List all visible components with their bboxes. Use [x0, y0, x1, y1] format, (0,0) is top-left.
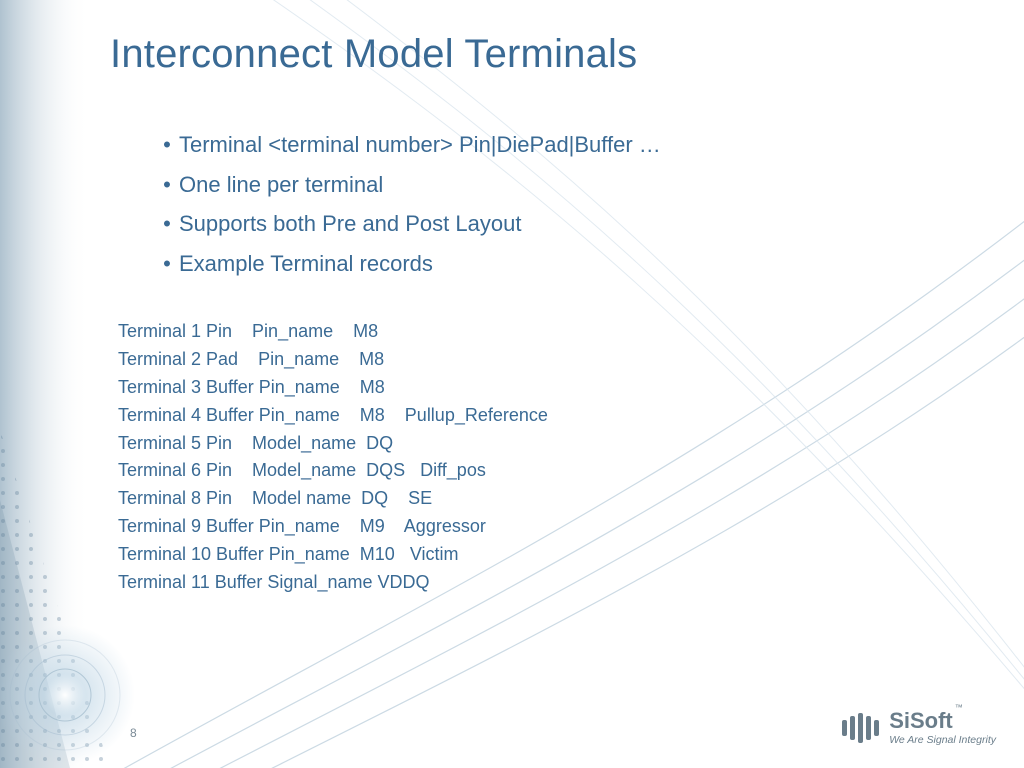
bullet-text: Example Terminal records — [179, 249, 433, 279]
bullet-marker: • — [155, 213, 179, 235]
sisoft-logo: SiSoft™ We Are Signal Integrity — [842, 710, 996, 746]
logo-bars-icon — [842, 713, 879, 743]
bullet-marker: • — [155, 174, 179, 196]
bullet-text: Terminal <terminal number> Pin|DiePad|Bu… — [179, 130, 661, 160]
bullet-item: • Example Terminal records — [155, 249, 964, 279]
bullet-text: One line per terminal — [179, 170, 383, 200]
bullet-item: • Terminal <terminal number> Pin|DiePad|… — [155, 130, 964, 160]
logo-brand-text: SiSoft — [889, 708, 953, 733]
page-number: 8 — [130, 726, 137, 740]
logo-brand: SiSoft™ — [889, 710, 996, 732]
logo-tm: ™ — [955, 703, 963, 712]
bullet-text: Supports both Pre and Post Layout — [179, 209, 521, 239]
bullet-marker: • — [155, 253, 179, 275]
bullet-item: • One line per terminal — [155, 170, 964, 200]
bullet-list: • Terminal <terminal number> Pin|DiePad|… — [155, 130, 964, 289]
logo-tagline: We Are Signal Integrity — [889, 734, 996, 746]
slide-title: Interconnect Model Terminals — [110, 32, 637, 77]
terminal-records: Terminal 1 Pin Pin_name M8 Terminal 2 Pa… — [118, 318, 548, 597]
bullet-marker: • — [155, 134, 179, 156]
bullet-item: • Supports both Pre and Post Layout — [155, 209, 964, 239]
